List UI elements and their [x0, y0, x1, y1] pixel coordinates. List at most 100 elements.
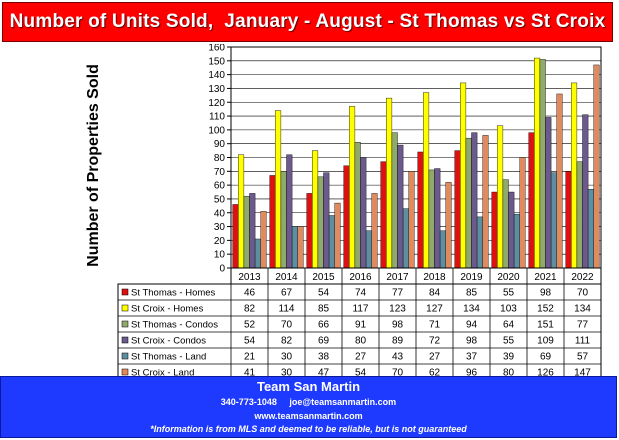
- bar: [386, 97, 393, 269]
- data-label: 54: [318, 288, 330, 299]
- bar: [291, 226, 298, 269]
- data-label: 70: [392, 368, 404, 378]
- y-tick-label: 80: [214, 153, 226, 164]
- bar: [428, 169, 435, 269]
- data-label: 94: [466, 320, 478, 331]
- bar: [539, 59, 546, 269]
- data-label: 54: [355, 368, 367, 378]
- data-label: 39: [503, 352, 515, 363]
- y-tick-label: 0: [219, 264, 225, 275]
- data-label: 30: [281, 352, 293, 363]
- bar: [280, 171, 287, 269]
- data-label: 70: [281, 320, 293, 331]
- data-label: 134: [463, 304, 480, 315]
- data-label: 71: [429, 320, 441, 331]
- data-label: 77: [577, 320, 589, 331]
- y-tick-label: 20: [214, 236, 226, 247]
- data-label: 43: [392, 352, 404, 363]
- bar: [323, 172, 330, 269]
- data-label: 103: [500, 304, 517, 315]
- data-label: 69: [540, 352, 552, 363]
- data-label: 109: [537, 336, 554, 347]
- bar: [334, 202, 341, 269]
- data-label: 30: [281, 368, 293, 378]
- x-tick-label: 2013: [238, 272, 261, 283]
- bar: [565, 171, 572, 269]
- legend-swatch: [121, 288, 129, 296]
- y-tick-label: 120: [208, 98, 225, 109]
- bar: [408, 171, 415, 269]
- footer-disclaimer: *Information is from MLS and deemed to b…: [150, 424, 467, 434]
- table-body: [117, 283, 602, 377]
- data-label: 21: [244, 352, 256, 363]
- bar: [269, 175, 276, 269]
- bar: [397, 144, 404, 269]
- chart-title-banner: Number of Units Sold, January - August -…: [2, 2, 613, 42]
- bar: [439, 230, 446, 269]
- data-label: 152: [537, 304, 554, 315]
- data-label: 70: [577, 288, 589, 299]
- chart-title: Number of Units Sold, January - August -…: [9, 11, 606, 32]
- y-axis-label: Number of Properties Sold: [85, 64, 102, 267]
- bar: [254, 238, 261, 269]
- bar: [312, 150, 319, 269]
- legend-label: St Thomas - Homes: [131, 288, 216, 299]
- legend-label: St Thomas - Condos: [131, 320, 218, 331]
- bar: [571, 82, 578, 269]
- data-label: 80: [503, 368, 515, 378]
- bar: [445, 182, 452, 269]
- legend-label: St Croix - Condos: [131, 336, 206, 347]
- data-label: 41: [244, 368, 256, 378]
- data-label: 98: [540, 288, 552, 299]
- legend-label: St Croix - Land: [131, 368, 194, 378]
- legend-label: St Croix - Homes: [131, 304, 204, 315]
- bar: [297, 226, 304, 269]
- bar: [519, 157, 526, 269]
- footer-website[interactable]: www.teamsanmartin.com: [254, 411, 363, 421]
- data-label: 85: [318, 304, 330, 315]
- data-label: 67: [281, 288, 293, 299]
- legend-swatch: [121, 368, 129, 376]
- data-label: 80: [355, 336, 367, 347]
- bar: [275, 110, 282, 269]
- bar: [232, 204, 239, 269]
- y-tick-label: 50: [214, 194, 226, 205]
- data-label: 126: [537, 368, 554, 378]
- bar: [434, 168, 441, 269]
- y-tick-label: 30: [214, 222, 226, 233]
- chart-area: 0 10 20 30 40 50 60 70 80 90 100 110 120 130 140 150 160…: [0, 44, 619, 377]
- bar: [545, 117, 552, 269]
- data-label: 55: [503, 288, 515, 299]
- bar: [482, 135, 489, 269]
- bar: [423, 92, 430, 269]
- footer-banner: Team San Martin 340-773-1048 joe@teamsan…: [0, 376, 617, 438]
- data-label: 134: [574, 304, 591, 315]
- bar: [371, 193, 378, 269]
- bar: [286, 154, 293, 269]
- footer-email[interactable]: joe@teamsanmartin.com: [289, 397, 397, 407]
- bar: [513, 213, 520, 269]
- x-tick-label: 2015: [312, 272, 335, 283]
- data-label: 37: [466, 352, 478, 363]
- y-tick-label: 150: [208, 56, 225, 67]
- legend-label: St Thomas - Land: [131, 352, 206, 363]
- bar: [260, 211, 267, 269]
- x-tick-label: 2019: [460, 272, 483, 283]
- bar: [528, 132, 535, 269]
- bar: [360, 157, 367, 269]
- data-label: 66: [318, 320, 330, 331]
- bar: [587, 189, 594, 269]
- bar: [556, 93, 563, 269]
- bar: [402, 208, 409, 269]
- bar: [465, 137, 472, 269]
- bar: [534, 57, 541, 269]
- data-label: 82: [244, 304, 256, 315]
- legend-swatch: [121, 320, 129, 328]
- legend-swatch: [121, 304, 129, 312]
- data-label: 98: [466, 336, 478, 347]
- data-label: 69: [318, 336, 330, 347]
- legend-swatch: [121, 336, 129, 344]
- x-tick-label: 2016: [349, 272, 372, 283]
- x-tick-label: 2021: [534, 272, 557, 283]
- y-tick-label: 70: [214, 167, 226, 178]
